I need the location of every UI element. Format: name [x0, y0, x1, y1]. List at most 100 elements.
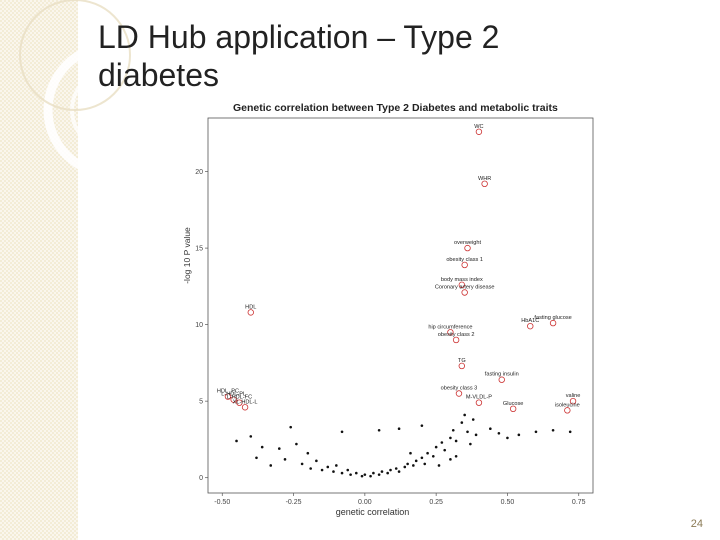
labeled-data-point	[464, 244, 471, 252]
labeled-data-point	[481, 180, 488, 188]
data-point	[463, 413, 466, 417]
y-tick-label: 0	[199, 475, 203, 482]
labeled-data-point	[498, 376, 505, 383]
data-point	[300, 462, 304, 466]
x-tick-label: 0.50	[501, 499, 515, 506]
data-point	[454, 454, 458, 458]
x-tick-label: -0.50	[214, 499, 230, 506]
data-point	[377, 428, 381, 432]
data-point	[517, 433, 521, 437]
point-label: body mass index	[441, 277, 483, 283]
labeled-data-point	[461, 261, 468, 269]
data-point	[389, 468, 392, 472]
x-tick-label: 0.75	[572, 499, 586, 506]
point-label: overweight	[454, 240, 481, 246]
labeled-data-point	[475, 399, 483, 406]
data-point	[434, 445, 438, 449]
data-point	[568, 430, 572, 434]
point-label: M-VLDL-P	[466, 395, 492, 401]
point-label: HDL_PC	[217, 389, 239, 395]
labeled-data-point	[247, 309, 254, 316]
data-point	[380, 470, 384, 473]
point-label: obesity class 1	[446, 257, 483, 263]
labeled-data-point	[455, 390, 463, 397]
data-point	[372, 471, 375, 475]
data-point	[454, 439, 458, 443]
data-point	[414, 459, 418, 463]
point-label: valine	[566, 393, 581, 399]
data-point	[346, 468, 350, 472]
page-number: 24	[690, 518, 703, 530]
data-point	[423, 462, 427, 466]
data-point	[335, 464, 338, 467]
labeled-data-point	[527, 322, 534, 330]
x-tick-label: 0.00	[358, 499, 372, 506]
x-tick-label: 0.25	[429, 499, 443, 506]
data-point	[506, 436, 509, 440]
data-point	[420, 424, 424, 427]
data-point	[277, 447, 281, 450]
x-tick-label: -0.25	[286, 499, 302, 506]
y-tick-label: 20	[195, 169, 203, 176]
data-point	[349, 473, 352, 476]
data-point	[471, 418, 475, 421]
data-point	[306, 451, 310, 455]
labeled-data-point	[458, 281, 466, 289]
point-label: WHR	[478, 176, 491, 182]
point-label: hip circumference	[428, 324, 472, 330]
point-label: L-HDL-PL	[221, 392, 246, 398]
data-point	[235, 439, 238, 443]
decorative-side-band	[0, 0, 78, 540]
data-point	[497, 432, 501, 435]
data-point	[466, 430, 469, 434]
data-point	[320, 468, 324, 472]
labeled-data-point	[224, 393, 232, 400]
y-tick-label: 10	[195, 322, 203, 329]
point-label: HDL	[245, 304, 256, 310]
data-point	[363, 473, 367, 476]
slide-title: LD Hub application – Type 2 diabetes	[98, 19, 500, 93]
point-label: obesity class 2	[438, 332, 475, 338]
data-point	[386, 471, 389, 475]
data-point	[315, 459, 318, 463]
data-point	[283, 458, 287, 461]
labeled-data-point	[236, 399, 243, 406]
data-point	[437, 464, 441, 467]
data-point	[360, 474, 364, 478]
data-point	[474, 433, 478, 437]
data-point	[551, 428, 555, 432]
data-point	[449, 436, 452, 440]
data-point	[377, 473, 381, 476]
data-point	[332, 470, 335, 473]
point-label: fasting insulin	[485, 372, 519, 378]
point-label: L-HDL-FC	[227, 395, 252, 401]
point-label: obesity class 3	[441, 386, 478, 392]
decorative-circles	[19, 0, 181, 179]
data-point	[260, 445, 264, 449]
y-axis-label: -log 10 P value	[182, 227, 192, 284]
data-point	[340, 471, 344, 475]
data-point	[397, 470, 401, 473]
labeled-data-point	[447, 329, 454, 336]
chart-title: Genetic correlation between Type 2 Diabe…	[233, 102, 558, 114]
data-point	[409, 451, 412, 455]
data-point	[354, 471, 358, 475]
data-point	[249, 435, 253, 438]
data-point	[369, 474, 372, 478]
point-label: XL-HDL-L	[233, 399, 258, 405]
labeled-data-point	[452, 336, 460, 344]
data-point	[406, 462, 409, 466]
data-point	[295, 442, 298, 446]
labeled-data-point	[461, 289, 468, 296]
data-point	[426, 451, 429, 455]
data-point	[431, 454, 435, 458]
data-point	[326, 465, 330, 469]
scatter-chart: Genetic correlation between Type 2 Diabe…	[180, 98, 600, 525]
plot-frame	[207, 117, 594, 494]
point-label: HbA1C	[521, 318, 539, 324]
point-label: Glucose	[503, 401, 524, 407]
labeled-data-point	[509, 405, 517, 413]
labeled-data-point	[230, 396, 237, 403]
data-point	[469, 442, 472, 446]
data-point	[397, 427, 401, 431]
